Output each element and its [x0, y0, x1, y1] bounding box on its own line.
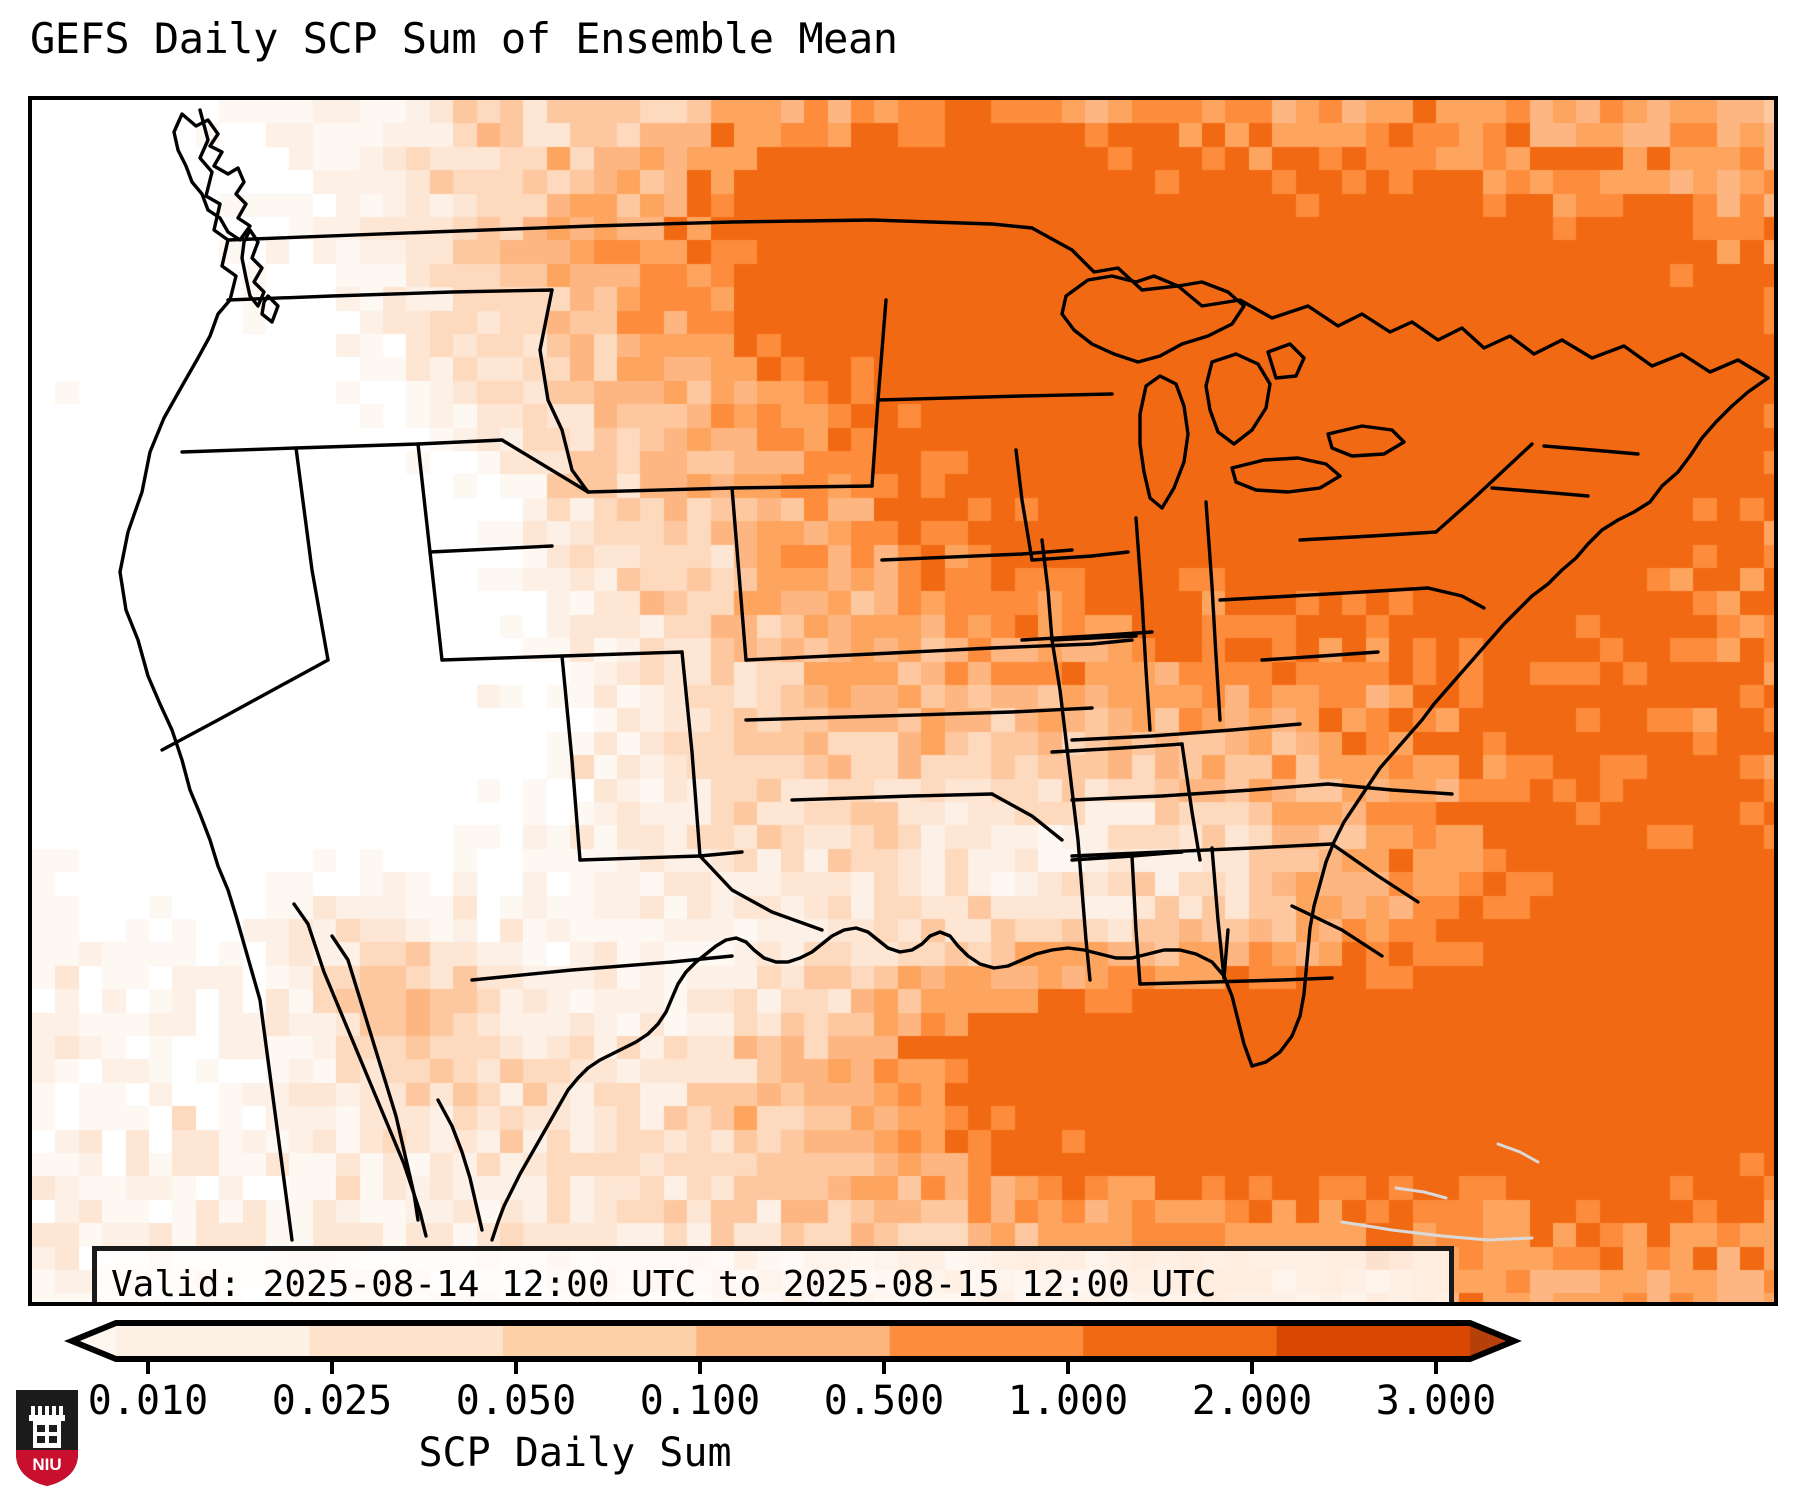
scp-heatmap-canvas: [32, 100, 1774, 1302]
map-boundaries-overlay: [118, 108, 1770, 1242]
forecast-info-box: Valid: 2025-08-14 12:00 UTC to 2025-08-1…: [92, 1246, 1454, 1305]
colorbar-tick-label: 2.000: [1191, 1378, 1313, 1424]
colorbar-tick-label: 0.100: [639, 1378, 761, 1424]
colorbar-axis-label: SCP Daily Sum: [418, 1430, 732, 1476]
colorbar-tick-label: 0.010: [87, 1378, 209, 1424]
colorbar-tick-label: 0.500: [823, 1378, 945, 1424]
colorbar-tick-label: 3.000: [1375, 1378, 1497, 1424]
colorbar-tick-label: 1.000: [1007, 1378, 1129, 1424]
valid-time-text: Valid: 2025-08-14 12:00 UTC to 2025-08-1…: [111, 1264, 1217, 1305]
page-title: GEFS Daily SCP Sum of Ensemble Mean: [30, 14, 898, 63]
map-panel[interactable]: Valid: 2025-08-14 12:00 UTC to 2025-08-1…: [28, 96, 1778, 1306]
colorbar-tick-label: 0.025: [271, 1378, 393, 1424]
colorbar-tick-label: 0.050: [455, 1378, 577, 1424]
colorbar[interactable]: [0, 1315, 1803, 1375]
colorbar-tick-labels: 0.010 0.025 0.050 0.100 0.500 1.000 2.000 3.000: [0, 1378, 1803, 1428]
niu-logo-text: NIU: [32, 1455, 61, 1474]
niu-logo: NIU: [16, 1390, 78, 1486]
